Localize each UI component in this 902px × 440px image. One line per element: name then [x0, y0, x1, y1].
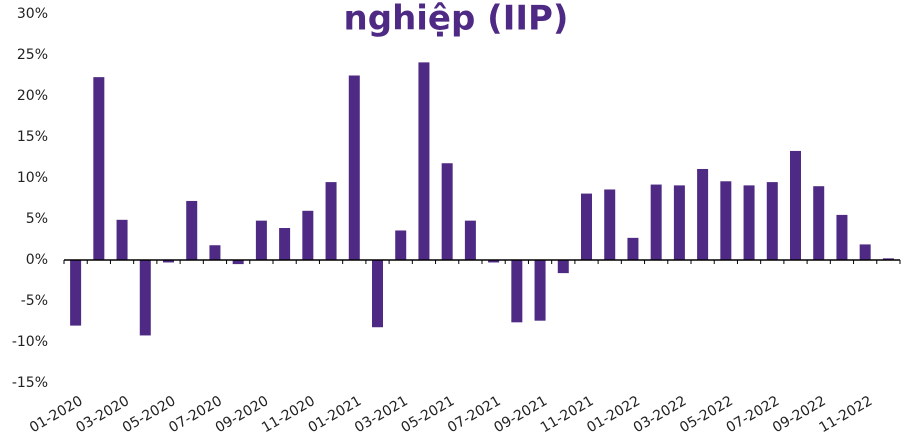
bar — [395, 230, 407, 260]
bar — [882, 258, 894, 260]
bar — [627, 237, 639, 260]
bar — [116, 219, 128, 260]
y-tick-label: -10% — [12, 334, 48, 350]
bar — [697, 168, 709, 260]
bar — [604, 189, 616, 260]
x-tick-label: 11-2022 — [817, 393, 876, 436]
y-tick-label: 25% — [17, 47, 48, 63]
bar — [441, 163, 453, 260]
bar — [279, 228, 291, 260]
bar — [93, 77, 105, 260]
bar — [372, 260, 383, 328]
y-tick-label: 15% — [17, 129, 48, 145]
bar — [720, 181, 732, 260]
y-tick-label: 0% — [26, 252, 48, 268]
y-tick-label: 30% — [17, 6, 48, 22]
bar — [534, 260, 546, 321]
bar — [302, 210, 314, 260]
bar — [650, 184, 662, 260]
bar — [186, 200, 198, 260]
bar — [139, 260, 151, 336]
bar — [766, 182, 778, 260]
bar — [581, 193, 592, 260]
bar — [813, 186, 825, 260]
bar — [790, 150, 801, 260]
bar — [163, 260, 174, 263]
bar — [488, 260, 500, 263]
bar — [70, 260, 82, 326]
bar — [859, 244, 871, 260]
y-tick-label: 5% — [26, 211, 48, 227]
bar — [836, 214, 848, 260]
bar — [743, 185, 755, 260]
bar — [348, 75, 360, 260]
bar — [255, 220, 267, 260]
chart-title: nghiệp (IIP) — [344, 0, 569, 39]
bar — [209, 245, 221, 260]
y-tick-label: -15% — [12, 375, 48, 391]
y-tick-label: -5% — [21, 293, 48, 309]
bar — [511, 260, 523, 323]
bar — [673, 185, 685, 260]
bar — [418, 62, 430, 260]
y-tick-label: 20% — [17, 88, 48, 104]
bar — [325, 182, 337, 260]
bar — [464, 220, 476, 260]
y-tick-label: 10% — [17, 170, 48, 186]
bar — [557, 260, 569, 274]
bar — [232, 260, 244, 265]
